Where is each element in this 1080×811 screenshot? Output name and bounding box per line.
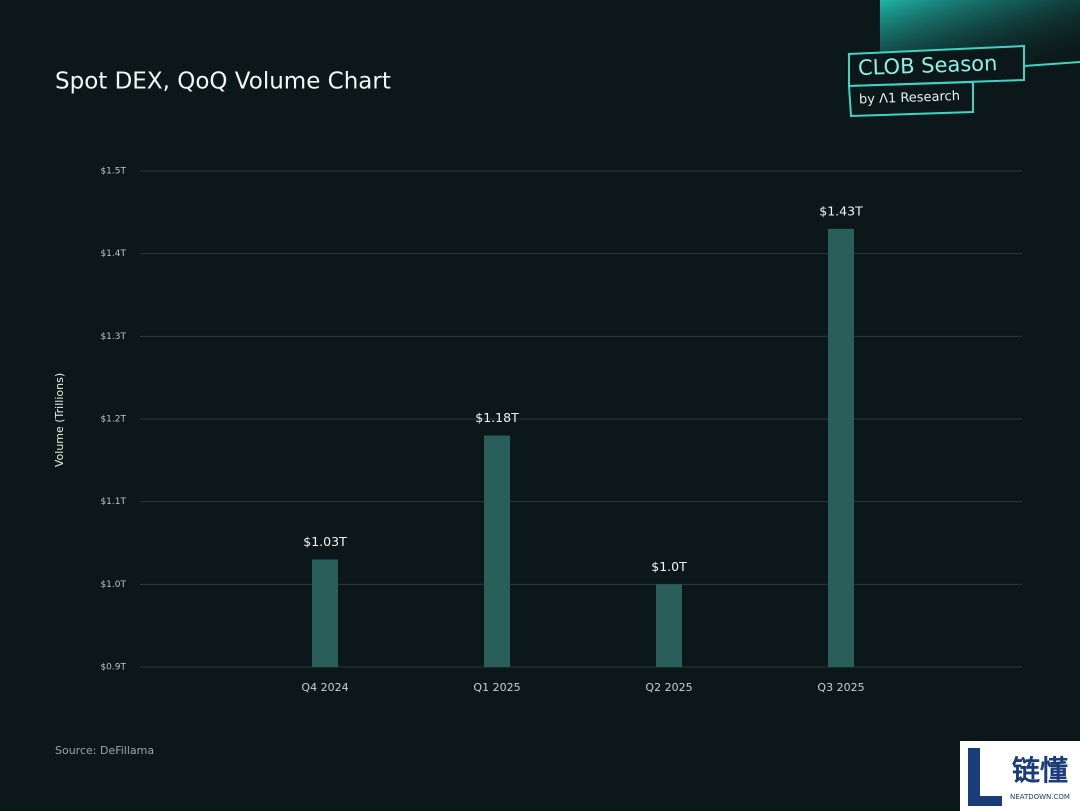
y-axis-label: Volume (Trillions) <box>53 373 66 467</box>
badge-line <box>1023 61 1080 67</box>
y-tick-label: $1.2T <box>100 415 126 425</box>
badge-subtitle: by Λ1 Research <box>859 89 960 108</box>
y-tick-label: $1.0T <box>100 580 126 590</box>
y-tick-label: $1.4T <box>100 249 126 259</box>
badge-title: CLOB Season <box>858 51 998 80</box>
badge-box <box>848 44 1025 88</box>
bar <box>656 584 682 667</box>
x-tick-label: Q1 2025 <box>473 681 520 694</box>
x-tick-label: Q2 2025 <box>645 681 692 694</box>
watermark-logo <box>968 748 1002 806</box>
source: Source: DeFillama <box>55 744 154 757</box>
y-tick-label: $0.9T <box>100 663 126 673</box>
value-label: $1.03T <box>303 534 347 549</box>
value-label: $1.43T <box>819 203 863 218</box>
x-tick-label: Q3 2025 <box>817 681 864 694</box>
watermark-text: 链懂 <box>1012 754 1068 787</box>
bar <box>484 435 510 667</box>
chart-title: Spot DEX, QoQ Volume Chart <box>55 69 391 95</box>
bar <box>312 559 338 667</box>
bar <box>828 228 854 667</box>
y-tick-label: $1.5T <box>100 167 126 177</box>
y-tick-label: $1.3T <box>100 332 126 342</box>
watermark-sub: NEATDOWN.COM <box>1010 793 1070 801</box>
value-label: $1.0T <box>651 559 687 574</box>
badge-box <box>847 80 974 118</box>
y-tick-label: $1.1T <box>100 497 126 507</box>
value-label: $1.18T <box>475 410 519 425</box>
x-tick-label: Q4 2024 <box>301 681 348 694</box>
